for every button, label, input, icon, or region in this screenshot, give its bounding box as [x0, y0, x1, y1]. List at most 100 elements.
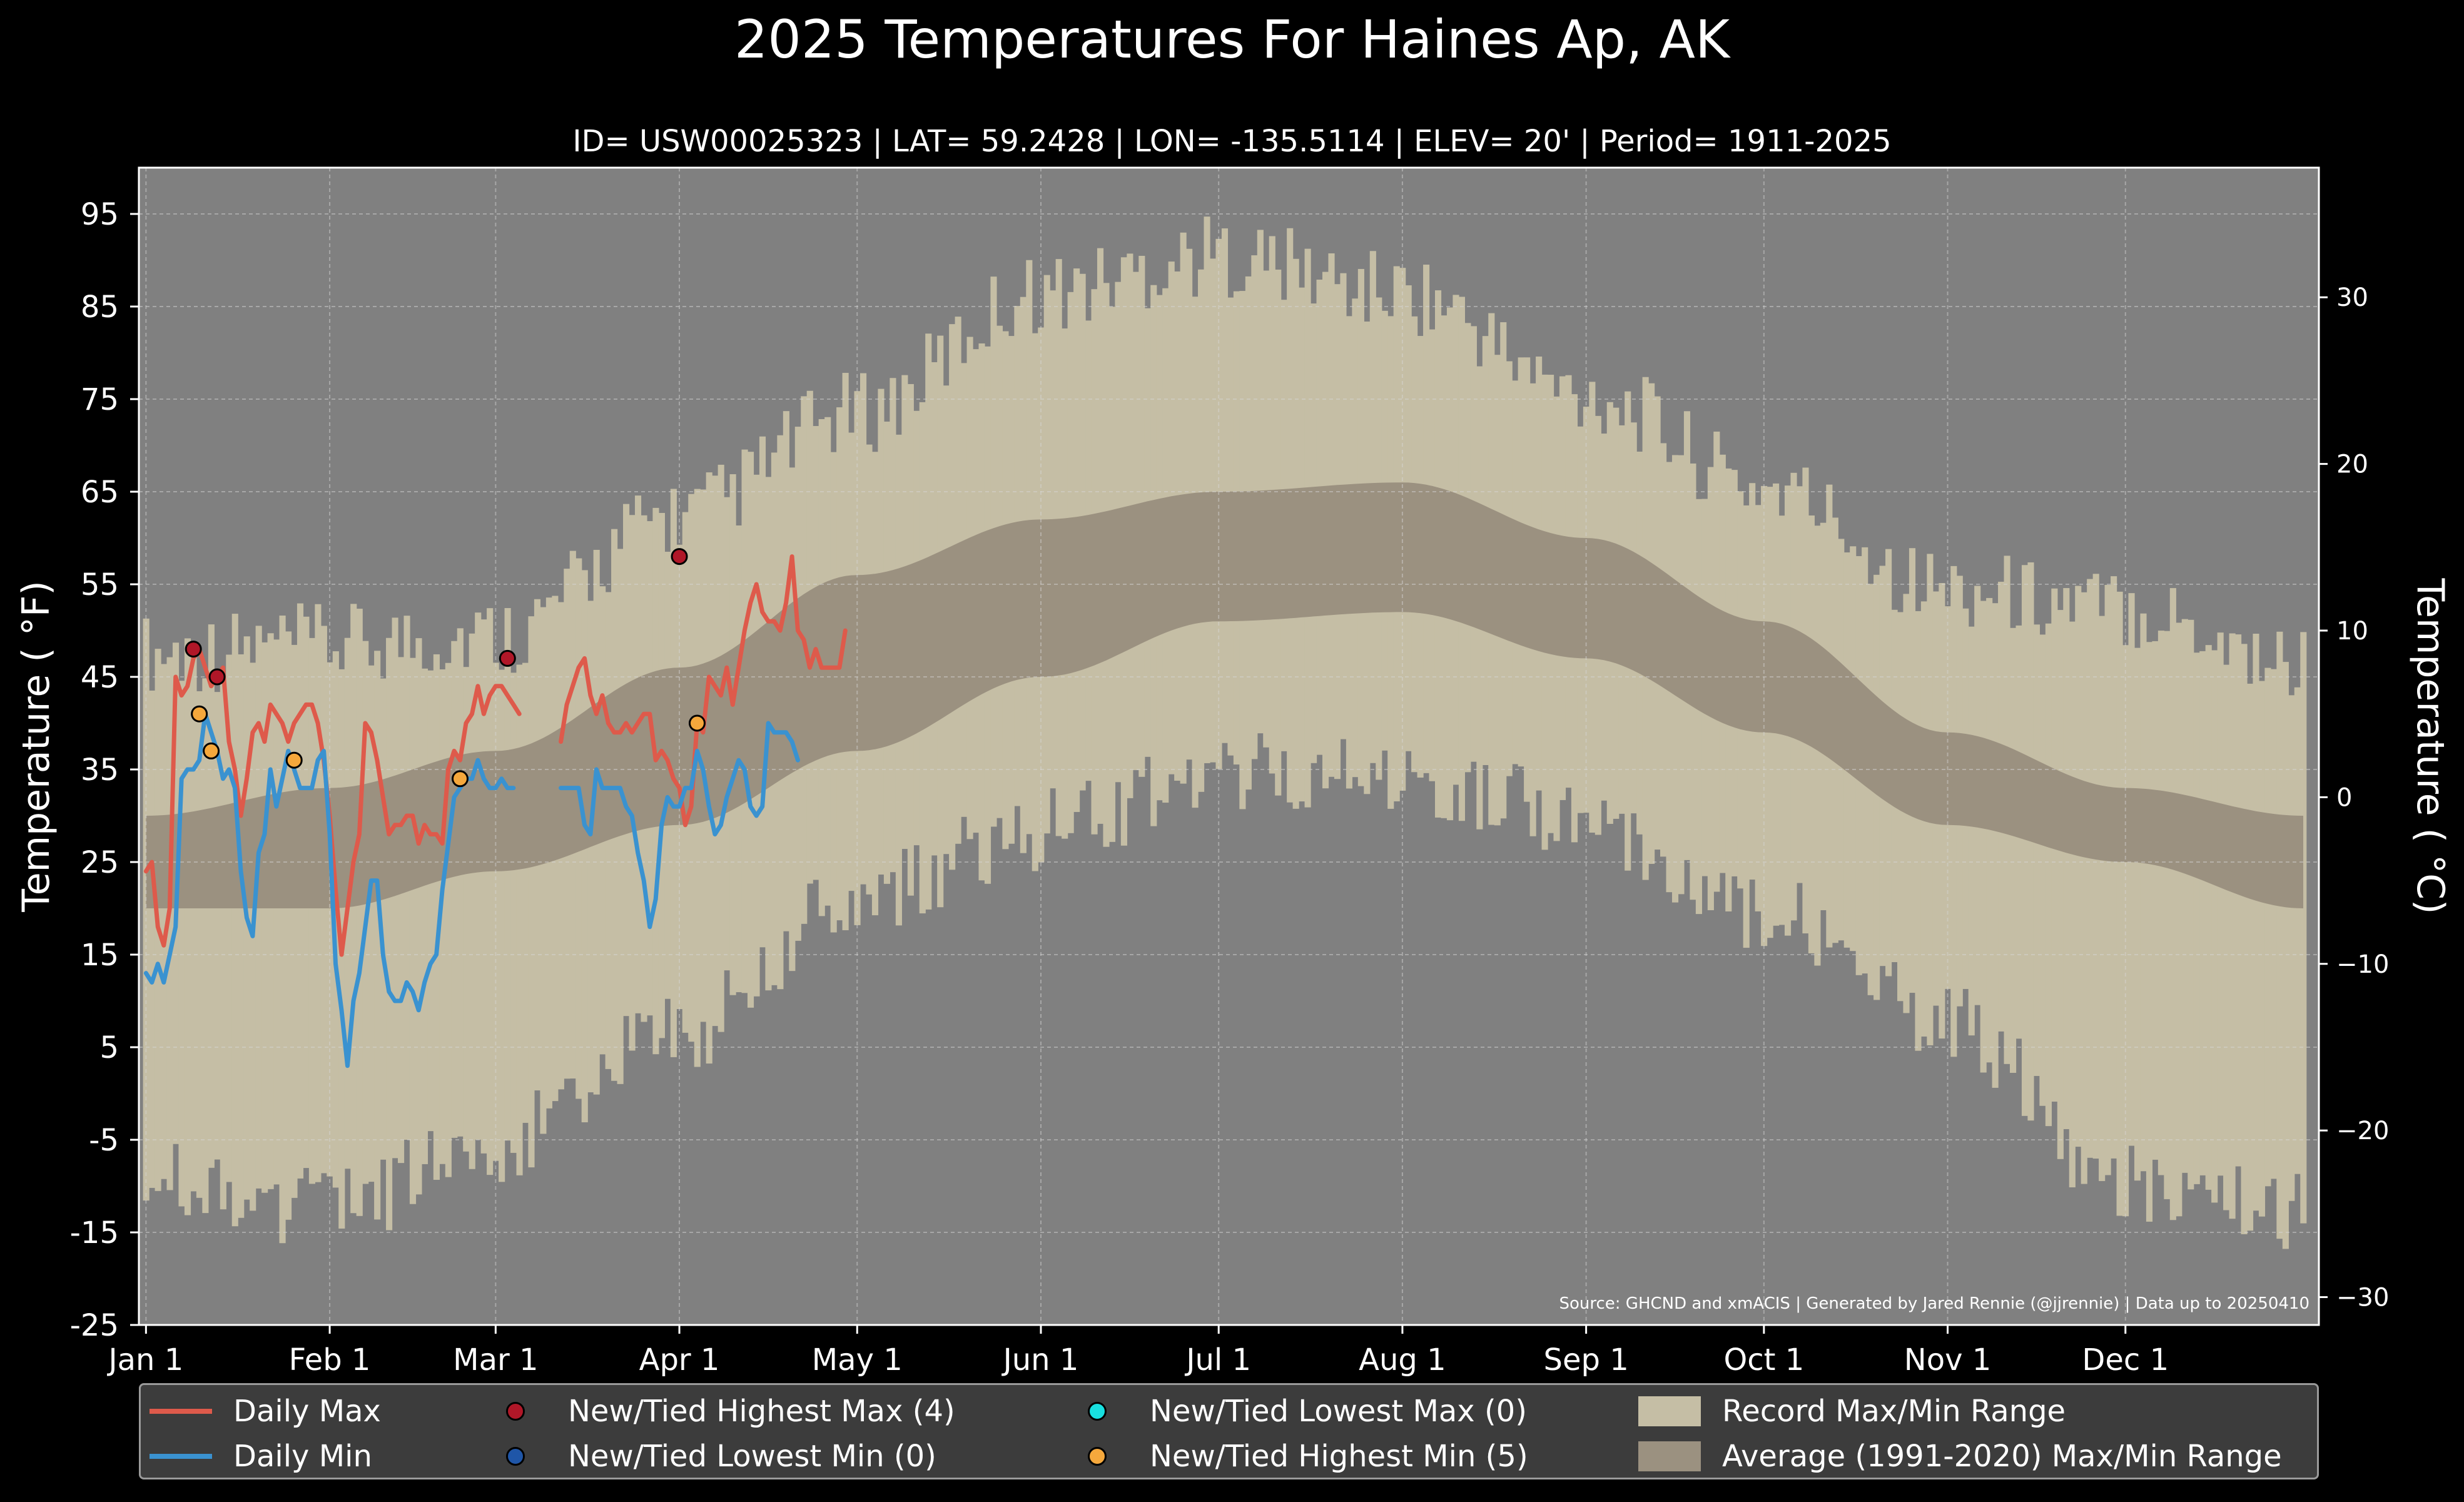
record-range-bar [166, 657, 173, 1190]
record-range-bar [202, 678, 209, 1214]
x-tick-label: Sep 1 [1543, 1342, 1628, 1376]
highest-max-marker [185, 641, 202, 658]
record-range-bar [190, 655, 197, 1192]
y-right-tick-label: 0 [2336, 783, 2352, 812]
legend: Daily Max Daily Min New/Tied Highest Max… [139, 1383, 2319, 1479]
legend-dot-lowest-max [1063, 1393, 1131, 1430]
record-range-bar [499, 669, 505, 1182]
record-range-bar [516, 664, 523, 1175]
legend-dot-lowest-min [482, 1438, 549, 1475]
record-range-bar [1992, 603, 1999, 1088]
record-range-bar [2188, 619, 2194, 1190]
record-range-bar [398, 657, 405, 1164]
legend-item-lowest-max: New/Tied Lowest Max (0) [1063, 1393, 1527, 1430]
x-tick-label: May 1 [812, 1342, 903, 1376]
highest-min-marker [285, 751, 303, 769]
record-range-bar [214, 692, 221, 1160]
record-range-bar [421, 668, 428, 1164]
record-range-bar [332, 651, 339, 1188]
record-range-bar [1204, 216, 1210, 763]
record-range-bar [291, 644, 298, 1198]
record-range-bar [350, 604, 357, 1214]
y-right-tick-label: −30 [2336, 1284, 2389, 1312]
record-range-bar [510, 672, 517, 1153]
daily-lines [143, 554, 848, 1068]
x-tick-label: Nov 1 [1904, 1342, 1991, 1376]
plot-frame [138, 166, 2320, 1326]
record-range-bar [238, 654, 245, 1218]
record-range-bar [409, 657, 417, 1204]
normal-range-band [146, 482, 2304, 908]
y-tick-label: 85 [81, 290, 119, 325]
record-range-bar [2116, 591, 2123, 1216]
y-tick-label: 35 [81, 753, 119, 788]
record-range-bar [475, 612, 482, 1140]
record-range-bar [2217, 632, 2224, 1176]
y-tick-label: 25 [81, 845, 119, 880]
highest-max-marker [499, 649, 516, 667]
legend-item-highest-min: New/Tied Highest Min (5) [1063, 1438, 1528, 1475]
record-range-bar [2294, 687, 2301, 1174]
record-range-bar [231, 614, 238, 1227]
highest-min-marker [203, 742, 220, 759]
y-tick-label: 95 [81, 197, 119, 232]
record-range-bar [2288, 695, 2295, 1201]
legend-line-daily-max [147, 1393, 215, 1430]
source-note: Source: GHCND and xmACIS | Generated by … [1559, 1294, 2309, 1313]
y-tick-label: -5 [89, 1123, 119, 1158]
record-range-bar [1980, 601, 1987, 1073]
record-range-bar [161, 664, 168, 1179]
legend-item-highest-max: New/Tied Highest Max (4) [482, 1393, 955, 1430]
record-range-bar [2099, 616, 2106, 1181]
record-range-bar [2104, 585, 2111, 1175]
y-right-tick-label: 30 [2336, 283, 2368, 312]
x-tick-label: Feb 1 [289, 1342, 371, 1376]
y-tick-label: 65 [81, 475, 119, 510]
record-range-bar [2205, 645, 2212, 1190]
record-range-bar [261, 642, 268, 1193]
highest-max-marker [671, 548, 688, 566]
legend-dot-highest-max [482, 1393, 549, 1430]
record-range-bar [2264, 667, 2271, 1187]
y-tick-label: -15 [70, 1215, 119, 1251]
record-range-bar [2193, 652, 2200, 1184]
legend-item-daily-min: Daily Min [147, 1438, 372, 1475]
x-tick-label: Jul 1 [1184, 1342, 1251, 1376]
record-range-bar [487, 608, 494, 1175]
record-range-bar [2140, 613, 2147, 1172]
y-right-tick-label: 20 [2336, 450, 2368, 479]
record-range-bar [2157, 631, 2164, 1175]
record-range-bar [386, 637, 393, 1231]
record-range-bar [2069, 621, 2076, 1187]
record-range-bar [463, 667, 470, 1152]
record-range-bar [2111, 576, 2117, 1159]
record-range-bar [1257, 230, 1264, 734]
record-range-bar [184, 638, 191, 1215]
legend-item-average-range: Average (1991-2020) Max/Min Range [1636, 1438, 2282, 1475]
record-range-bar [2199, 651, 2206, 1175]
x-tick-label: Aug 1 [1359, 1342, 1446, 1376]
record-range-bar [2282, 662, 2289, 1249]
record-range-bar [2152, 641, 2159, 1160]
record-range-bar [356, 609, 363, 1216]
legend-label: New/Tied Lowest Min (0) [568, 1439, 936, 1474]
record-range-bar [1968, 626, 1975, 1036]
legend-line-daily-min [147, 1438, 215, 1475]
record-range-bar [469, 633, 475, 1169]
highest-min-marker [452, 770, 469, 788]
record-range-bar [308, 637, 316, 1184]
legend-item-lowest-min: New/Tied Lowest Min (0) [482, 1438, 936, 1475]
record-range-bar [273, 639, 280, 1185]
record-range-bar [279, 615, 286, 1244]
record-range-bar [480, 619, 487, 1154]
record-range-bar [2270, 669, 2277, 1179]
record-range-bar [178, 681, 185, 1207]
record-range-bar [451, 641, 458, 1138]
legend-label: New/Tied Highest Min (5) [1150, 1439, 1528, 1474]
record-range-bar [2229, 633, 2236, 1219]
record-range-bar [2235, 634, 2242, 1167]
record-range-bar [2122, 645, 2129, 1217]
record-range-bar [1221, 228, 1229, 743]
record-range-bar [2276, 631, 2283, 1239]
grid-lines [139, 168, 2319, 1326]
